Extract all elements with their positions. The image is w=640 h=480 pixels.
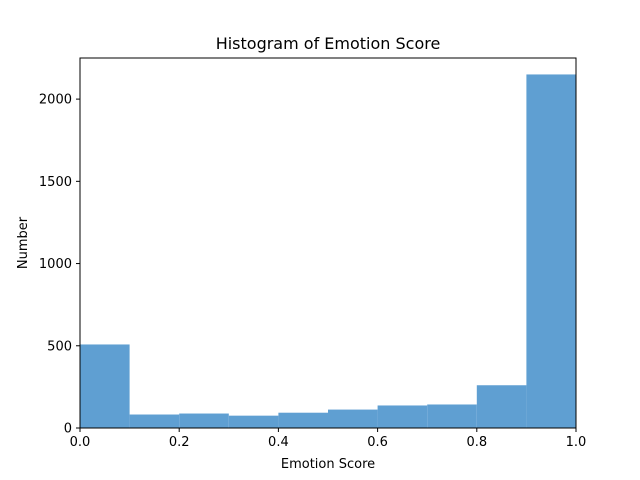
y-tick-label: 1500: [39, 175, 72, 190]
ticks-layer: 0.0 0.2 0.4 0.6 0.8 1.0 0 500 1000 1500 2000: [39, 93, 586, 450]
x-axis-label: Emotion Score: [281, 457, 375, 472]
x-tick-label: 1.0: [566, 435, 587, 450]
histogram-bar: [526, 74, 576, 428]
y-tick-label: 1000: [39, 257, 72, 272]
y-tick-label: 0: [64, 422, 72, 437]
histogram-bar: [476, 385, 527, 428]
x-tick-label: 0.4: [268, 435, 289, 450]
x-tick-label: 0.2: [169, 435, 190, 450]
histogram-bar: [377, 405, 428, 428]
histogram-bar: [129, 414, 180, 428]
bars-layer: [80, 74, 576, 428]
histogram-bar: [179, 413, 229, 428]
chart-title: Histogram of Emotion Score: [216, 34, 441, 53]
x-tick-label: 0.0: [70, 435, 91, 450]
x-tick-label: 0.6: [367, 435, 388, 450]
y-tick-label: 2000: [39, 93, 72, 108]
histogram-bar: [80, 344, 130, 428]
x-tick-label: 0.8: [466, 435, 487, 450]
histogram-bar: [228, 415, 279, 428]
plot-frame: [79, 57, 577, 429]
histogram-bar: [328, 409, 378, 428]
y-tick-label: 500: [47, 339, 72, 354]
y-axis-label: Number: [16, 216, 31, 269]
histogram-bar: [278, 412, 328, 428]
histogram-bar: [427, 404, 477, 428]
